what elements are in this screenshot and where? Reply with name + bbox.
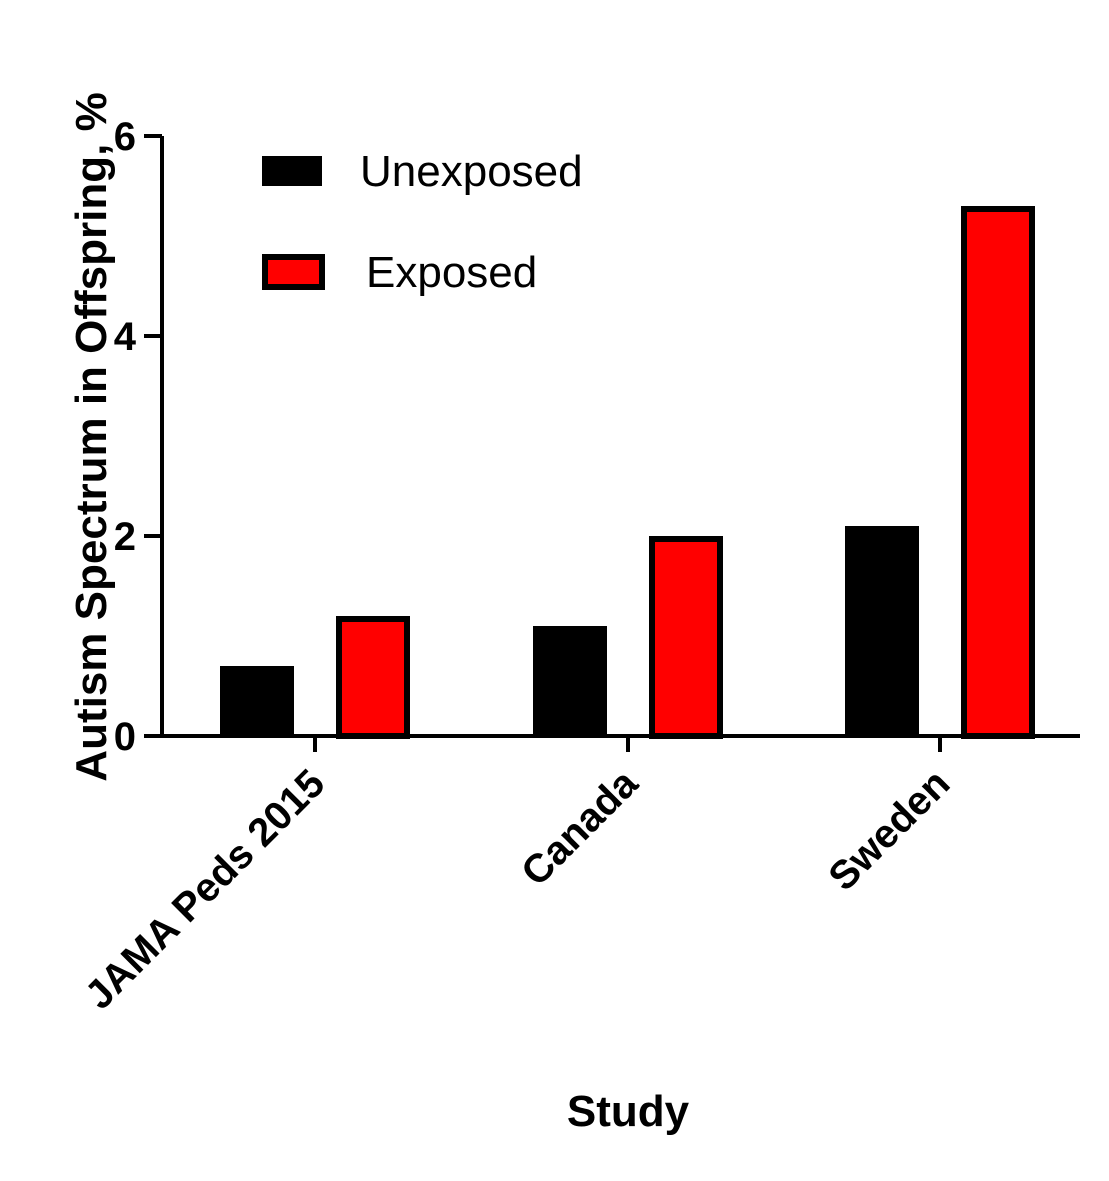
bars-layer [220,206,1035,739]
bar-unexposed [533,626,607,736]
legend: Unexposed Exposed [262,147,583,297]
bar-exposed [961,206,1035,739]
axes-layer: 0 2 4 6 JAMA Peds 2015 Canada Sweden [77,115,1080,1018]
x-axis-title: Study [567,1087,690,1136]
bar-exposed [649,536,723,739]
bar-exposed [336,616,410,739]
y-tick-label: 0 [114,715,136,759]
bar-unexposed [845,526,919,736]
y-tick-label: 4 [114,315,137,359]
y-tick-label: 6 [114,115,136,159]
legend-label-unexposed: Unexposed [360,147,583,196]
y-tick-label: 2 [114,515,136,559]
x-tick-label: JAMA Peds 2015 [77,761,333,1017]
bar-unexposed [220,666,294,736]
x-tick-label: Sweden [820,761,958,899]
legend-swatch-unexposed [262,156,322,186]
y-axis-title: Autism Spectrum in Offspring, % [67,92,116,781]
legend-swatch-exposed [262,254,325,290]
legend-label-exposed: Exposed [366,248,537,297]
x-tick-label: Canada [513,761,647,895]
